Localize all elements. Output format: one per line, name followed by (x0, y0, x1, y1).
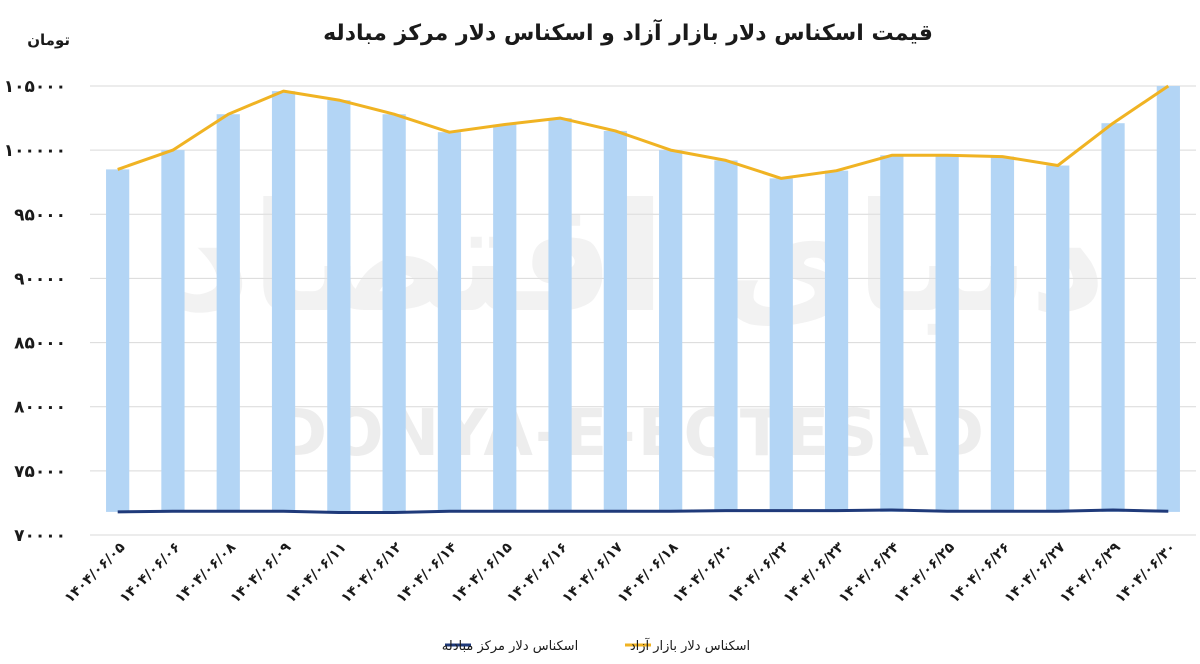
bar (990, 156, 1015, 512)
watermark-logo: دنیای اقتصاد (174, 172, 1107, 346)
chart-title: قیمت اسکناس دلار بازار آزاد و اسکناس دلا… (323, 18, 933, 46)
bar (106, 169, 130, 512)
bar-series (106, 86, 1180, 512)
line-series (117, 84, 1170, 514)
watermark-text: DONYA-E-EQTESAD (274, 397, 986, 471)
y-tick-label: ۷۵۰۰۰ (14, 462, 66, 482)
bar (603, 130, 627, 512)
bar (271, 91, 296, 512)
bar (1156, 86, 1180, 512)
bar (161, 150, 185, 512)
bar (437, 132, 462, 512)
x-axis-ticks: ۱۴۰۴/۰۶/۰۵۱۴۰۴/۰۶/۰۶۱۴۰۴/۰۶/۰۸۱۴۰۴/۰۶/۰۹… (62, 539, 1180, 606)
y-axis-unit: تومان (27, 31, 70, 49)
bar (935, 155, 959, 512)
legend: اسکناس دلار مرکز مبادله اسکناس دلار بازار… (442, 637, 750, 654)
y-tick-label: ۸۰۰۰۰ (14, 398, 66, 418)
y-tick-label: ۹۰۰۰۰ (14, 269, 66, 289)
bar (1046, 165, 1070, 512)
bar (659, 150, 683, 512)
bar (216, 114, 240, 512)
legend-label: اسکناس دلار مرکز مبادله (442, 639, 578, 654)
bar (548, 118, 572, 512)
bar (382, 114, 406, 512)
bar (327, 100, 351, 512)
bar (769, 178, 793, 512)
bar (824, 170, 849, 512)
bar (880, 155, 904, 512)
y-tick-label: ۷۰۰۰۰ (14, 526, 66, 546)
y-axis-ticks: ۱۰۵۰۰۰ ۱۰۰۰۰۰ ۹۵۰۰۰ ۹۰۰۰۰ ۸۵۰۰۰ ۸۰۰۰۰ ۷۵۰۰۰ ۷۰۰… (4, 77, 66, 546)
y-tick-label: ۱۰۰۰۰۰ (4, 141, 66, 161)
series-line-exchange-center (117, 508, 1169, 514)
watermark: DONYA-E-EQTESAD دنیای اقتصاد (174, 172, 1107, 471)
y-tick-label: ۸۵۰۰۰ (14, 334, 66, 354)
bar (493, 124, 517, 512)
bar (714, 160, 738, 512)
y-tick-label: ۱۰۵۰۰۰ (4, 77, 66, 97)
legend-label: اسکناس دلار بازار آزاد (630, 637, 750, 654)
series-line-free-market (117, 84, 1170, 180)
bar (1101, 123, 1125, 512)
y-tick-label: ۹۵۰۰۰ (14, 205, 66, 225)
